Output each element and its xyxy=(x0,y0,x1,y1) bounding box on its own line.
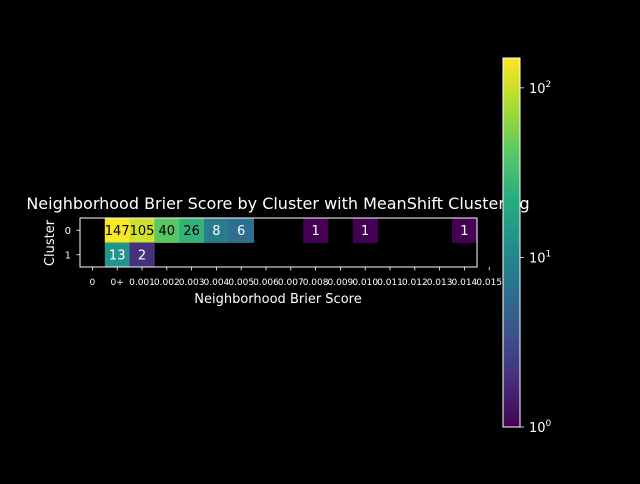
colorbar-tick-exponent: 0 xyxy=(546,419,552,429)
colorbar-tick-exponent: 2 xyxy=(546,80,552,90)
colorbar-tick-exponent: 1 xyxy=(546,249,552,259)
cell-value-label: 8 xyxy=(212,224,220,239)
heatmap-cell xyxy=(352,218,378,243)
y-axis-label: Cluster xyxy=(43,219,58,266)
x-tick-label: 0.003 xyxy=(179,278,205,288)
heatmap-cell xyxy=(104,218,130,243)
cell-value-label: 6 xyxy=(237,224,245,239)
heatmap-cell xyxy=(104,242,130,268)
x-tick-label: 0.008 xyxy=(303,278,329,288)
x-tick-label: 0.011 xyxy=(377,278,403,288)
heatmap-cell-labels: 147 105 40 26 8 6 1 1 1 13 2 xyxy=(105,224,469,264)
x-tick-label: 0.015 xyxy=(476,278,502,288)
heatmap-cells xyxy=(104,218,478,268)
x-tick-label: 0.013 xyxy=(427,278,453,288)
cell-value-label: 105 xyxy=(130,224,155,239)
x-tick-label: 0.010 xyxy=(352,278,378,288)
heatmap-cell xyxy=(179,218,205,243)
y-tick-label: 1 xyxy=(65,250,71,261)
x-tick-label: 0.005 xyxy=(228,278,254,288)
x-tick-label: 0.004 xyxy=(204,278,230,288)
heatmap-cell xyxy=(228,218,254,243)
cell-value-label: 2 xyxy=(138,248,146,263)
plot-frame xyxy=(79,217,478,268)
x-tick-label: 0.014 xyxy=(452,278,478,288)
x-tick-label: 0.009 xyxy=(328,278,354,288)
heatmap-cell xyxy=(204,218,230,243)
x-tick-label: 0.012 xyxy=(402,278,428,288)
x-tick-label: 0.001 xyxy=(129,278,155,288)
x-tick-label: 0+ xyxy=(111,278,124,288)
cell-value-label: 1 xyxy=(460,224,468,239)
cell-value-label: 26 xyxy=(183,224,200,239)
heatmap-cell xyxy=(303,218,329,243)
x-axis-label: Neighborhood Brier Score xyxy=(194,292,361,307)
heatmap-cell xyxy=(154,218,180,243)
x-axis-ticks: 0 0+ 0.001 0.002 0.003 0.004 0.005 0.006 0.007 0.… xyxy=(90,267,502,288)
heatmap-cell xyxy=(129,242,155,268)
y-axis-ticks: 01 xyxy=(65,226,80,261)
y-tick-label: 0 xyxy=(65,226,71,237)
cell-value-label: 1 xyxy=(361,224,369,239)
cell-value-label: 1 xyxy=(311,224,319,239)
cell-value-label: 147 xyxy=(105,224,130,239)
x-tick-label: 0.002 xyxy=(154,278,180,288)
chart-title: Neighborhood Brier Score by Cluster with… xyxy=(26,194,529,213)
x-tick-label: 0.007 xyxy=(278,278,304,288)
heatmap-cell xyxy=(452,218,478,243)
heatmap-cell xyxy=(129,218,155,243)
x-tick-label: 0.006 xyxy=(253,278,279,288)
x-tick-label: 0 xyxy=(90,278,96,288)
cell-value-label: 40 xyxy=(159,224,176,239)
cell-value-label: 13 xyxy=(109,248,126,263)
colorbar xyxy=(502,57,521,428)
